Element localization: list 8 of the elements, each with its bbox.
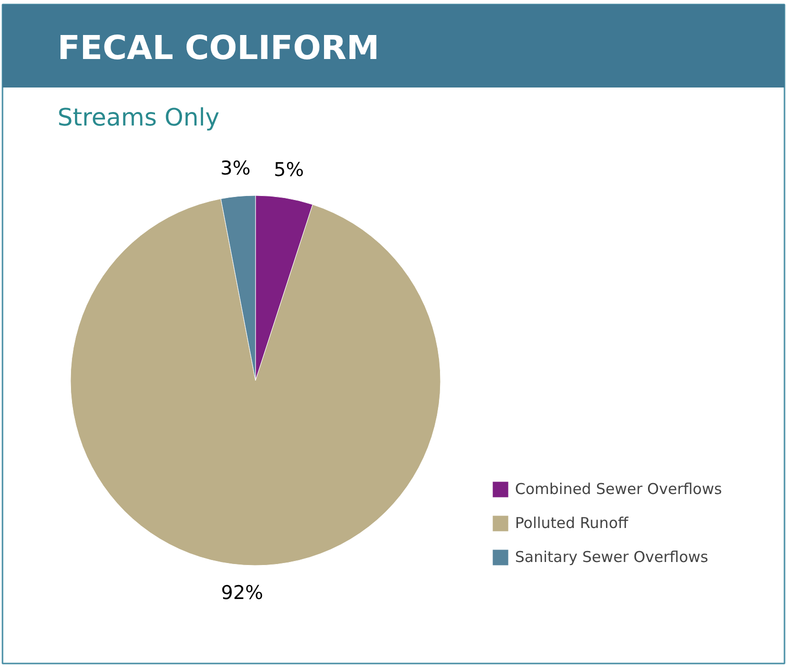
chart-title: FECAL COLIFORM bbox=[58, 28, 380, 67]
legend-label: Combined Sewer Overflows bbox=[515, 480, 722, 498]
legend-label: Polluted Runoff bbox=[515, 514, 628, 532]
data-label: 5% bbox=[274, 159, 304, 182]
data-label: 3% bbox=[220, 157, 251, 180]
legend-label: Sanitary Sewer Overflows bbox=[515, 548, 708, 566]
data-label: 92% bbox=[221, 582, 264, 604]
chart-subtitle: Streams Only bbox=[58, 104, 220, 132]
